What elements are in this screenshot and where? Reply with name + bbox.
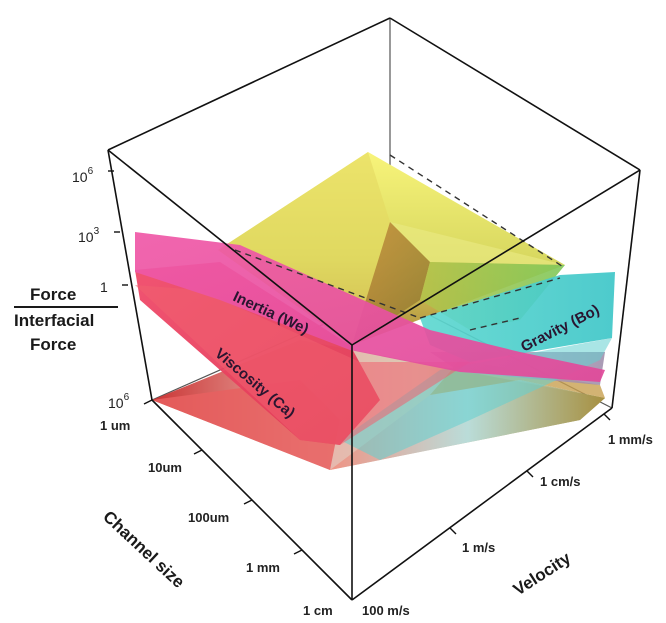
velocity-tick-label: 1 m/s bbox=[462, 540, 495, 555]
y-axis-title: Force Interfacial Force bbox=[14, 285, 118, 354]
channel-tick-label: 10um bbox=[148, 460, 182, 475]
y-tick-label: 103 bbox=[78, 226, 100, 245]
channel-tick-label: 1 cm bbox=[303, 603, 333, 618]
velocity-tick-label: 100 m/s bbox=[362, 603, 410, 618]
y-tick-label: 106 bbox=[108, 392, 130, 411]
velocity-tick-label: 1 mm/s bbox=[608, 432, 653, 447]
velocity-axis-title: Velocity bbox=[510, 548, 575, 599]
channel-tick-label: 1 um bbox=[100, 418, 130, 433]
svg-text:Force: Force bbox=[30, 285, 76, 304]
channel-tick-label: 1 mm bbox=[246, 560, 280, 575]
y-tick-label: 106 bbox=[72, 166, 94, 185]
y-tick-label: 1 bbox=[100, 279, 108, 295]
channel-tick-label: 100um bbox=[188, 510, 229, 525]
svg-text:Interfacial: Interfacial bbox=[14, 311, 94, 330]
channel-axis-title: Channel size bbox=[99, 507, 188, 592]
y-axis-ticks bbox=[108, 171, 128, 285]
velocity-tick-label: 1 cm/s bbox=[540, 474, 580, 489]
svg-text:Force: Force bbox=[30, 335, 76, 354]
